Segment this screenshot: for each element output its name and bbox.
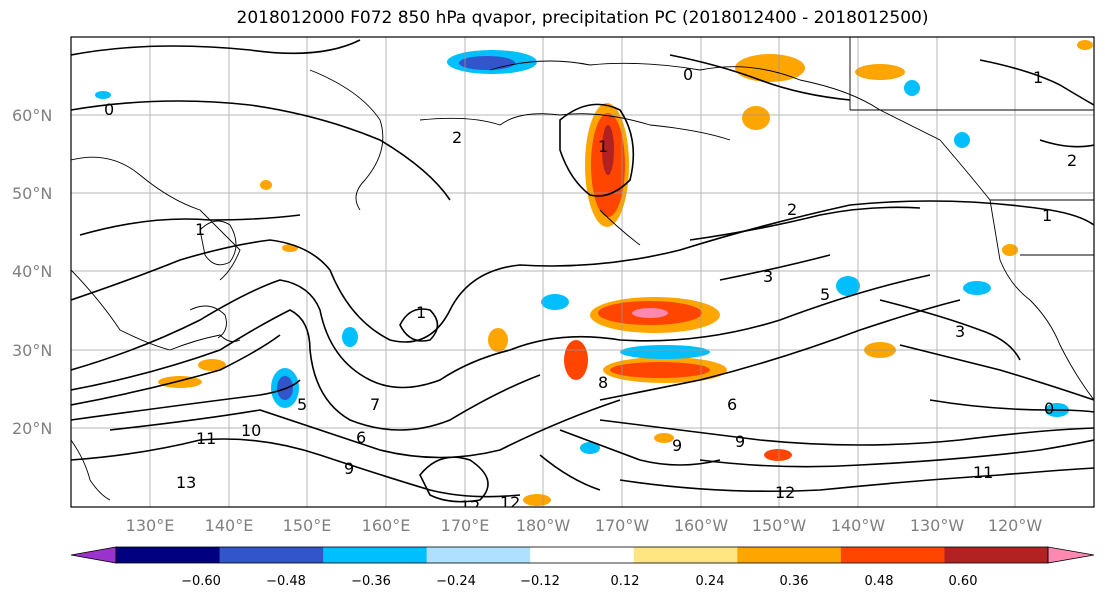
lon-label: 120°W [988, 516, 1043, 535]
coastlines [71, 37, 1094, 501]
contour-label: 1 [1033, 68, 1043, 87]
contour-label: 3 [955, 322, 965, 341]
contour-label: 8 [598, 373, 608, 392]
contour-labels: 0 0 1 1 2 2 2 3 3 0 1 1 1 5 6 7 8 9 9 9 … [104, 65, 1077, 516]
colorbar-tick-label: −0.48 [266, 574, 306, 589]
lon-label: 170°W [595, 516, 650, 535]
colorbar-tick-label: 0.12 [611, 574, 640, 589]
contour-label: 0 [1044, 399, 1054, 418]
colorbar-tick-label: 0.60 [949, 574, 978, 589]
colorbar-outline [115, 546, 1049, 564]
contour-label: 5 [820, 285, 830, 304]
colorbar-segment [840, 547, 945, 563]
lon-label: 140°E [205, 516, 254, 535]
colorbar-labels: −0.60 −0.48 −0.36 −0.24 −0.12 0.12 0.24 … [181, 574, 977, 589]
contour-label: 1 [1042, 206, 1052, 225]
contour-label: 13 [176, 473, 196, 492]
contour-label: 6 [356, 428, 366, 447]
colorbar [70, 546, 1095, 564]
contour-label: 12 [460, 497, 480, 516]
colorbar-segment [116, 547, 221, 563]
contour-label: 0 [104, 100, 114, 119]
lat-label: 20°N [12, 419, 52, 438]
lon-label: 140°W [831, 516, 886, 535]
graticule [71, 37, 1094, 507]
contour-label: 1 [195, 220, 205, 239]
contour-label: 11 [196, 429, 216, 448]
contour-label: 11 [973, 463, 993, 482]
contour-label: 9 [735, 432, 745, 451]
colorbar-tick-label: 0.24 [696, 574, 725, 589]
colorbar-tick-label: −0.24 [436, 574, 476, 589]
colorbar-tick-label: −0.36 [351, 574, 391, 589]
colorbar-segment [323, 547, 428, 563]
contour-label: 1 [416, 303, 426, 322]
lon-label: 170°E [441, 516, 490, 535]
contour-label: 1 [598, 137, 608, 156]
lon-label: 150°E [283, 516, 332, 535]
colorbar-extend-max [1047, 546, 1095, 564]
colorbar-segment [633, 547, 738, 563]
contour-label: 2 [787, 200, 797, 219]
contour-label: 10 [241, 421, 261, 440]
lat-label: 30°N [12, 341, 52, 360]
longitude-labels: 130°E 140°E 150°E 160°E 170°E 180°W 170°… [126, 516, 1043, 535]
lat-label: 40°N [12, 262, 52, 281]
colorbar-segment [737, 547, 842, 563]
latitude-labels: 60°N 50°N 40°N 30°N 20°N [12, 106, 52, 438]
colorbar-tick-label: 0.48 [865, 574, 894, 589]
colorbar-segment [426, 547, 531, 563]
colorbar-tick-label: −0.60 [181, 574, 221, 589]
qvapor-contours [71, 39, 1094, 503]
lon-label: 160°E [362, 516, 411, 535]
lon-label: 180°W [516, 516, 571, 535]
lat-label: 60°N [12, 106, 52, 125]
colorbar-extend-min [70, 546, 117, 564]
contour-label: 2 [452, 128, 462, 147]
colorbar-segment [530, 547, 635, 563]
colorbar-tick-label: −0.12 [520, 574, 560, 589]
lon-label: 160°W [674, 516, 729, 535]
contour-label: 7 [370, 395, 380, 414]
contour-label: 12 [500, 493, 520, 512]
map-frame [70, 36, 1095, 508]
lat-label: 50°N [12, 184, 52, 203]
colorbar-segment [219, 547, 324, 563]
contour-label: 9 [672, 436, 682, 455]
colorbar-segment [944, 547, 1049, 563]
lon-label: 130°W [910, 516, 965, 535]
colorbar-tick-label: 0.36 [780, 574, 809, 589]
lon-label: 130°E [126, 516, 175, 535]
contour-label: 9 [344, 459, 354, 478]
contour-label: 6 [727, 395, 737, 414]
contour-label: 12 [775, 483, 795, 502]
contour-label: 0 [683, 65, 693, 84]
map-title: 2018012000 F072 850 hPa qvapor, precipit… [236, 8, 929, 28]
contour-label: 3 [763, 267, 773, 286]
contour-label: 5 [297, 395, 307, 414]
lon-label: 150°W [752, 516, 807, 535]
contour-label: 2 [1067, 151, 1077, 170]
